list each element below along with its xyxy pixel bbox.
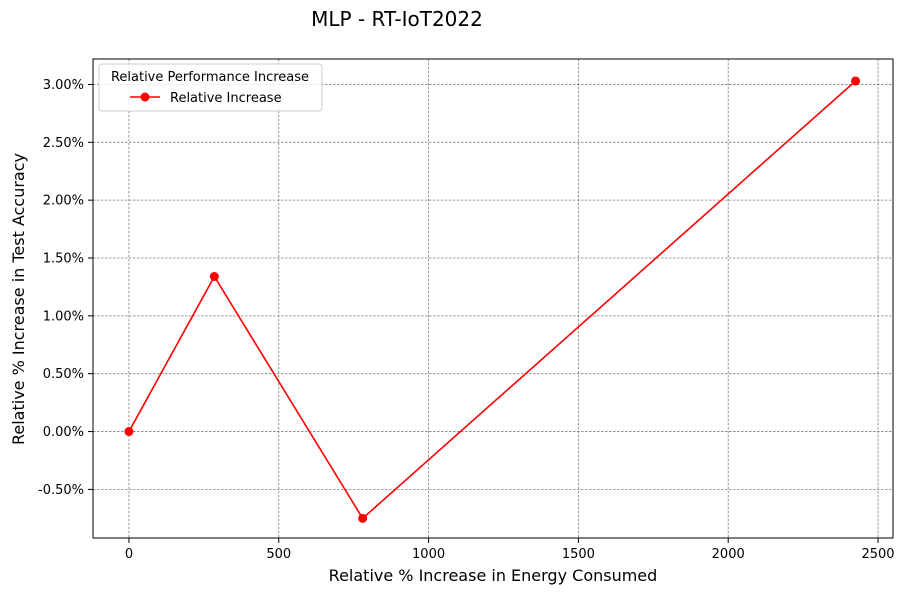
y-axis: -0.50% 0.00% 0.50% 1.00% 1.50% 2.00% 2.50% 3.00…: [38, 78, 93, 498]
x-tick-label: 2500: [861, 547, 894, 562]
x-axis: 0 500 1000 1500 2000 2500: [125, 538, 895, 562]
y-tick-label: 1.00%: [43, 309, 84, 324]
data-point: [209, 272, 219, 282]
legend: Relative Performance Increase Relative I…: [98, 63, 323, 112]
legend-entry-label: Relative Increase: [170, 91, 282, 106]
y-axis-label: Relative % Increase in Test Accuracy: [9, 153, 28, 445]
y-tick-label: 3.00%: [43, 78, 84, 93]
data-point: [124, 427, 134, 437]
data-point: [851, 76, 861, 86]
x-tick-label: 0: [125, 547, 133, 562]
plot-area-frame: [92, 58, 894, 539]
x-tick-label: 1000: [412, 547, 445, 562]
legend-title: Relative Performance Increase: [111, 70, 309, 85]
x-axis-label: Relative % Increase in Energy Consumed: [329, 566, 658, 585]
y-tick-label: 1.50%: [43, 252, 84, 267]
chart-title: MLP - RT-IoT2022: [311, 7, 483, 31]
series-line: [128, 80, 857, 520]
x-tick-label: 1500: [562, 547, 595, 562]
y-tick-label: -0.50%: [38, 483, 84, 498]
y-tick-label: 0.50%: [43, 367, 84, 382]
data-point: [358, 513, 368, 523]
grid: [93, 59, 893, 538]
x-tick-label: 500: [266, 547, 291, 562]
plot-series: [124, 76, 861, 523]
y-tick-label: 2.00%: [43, 194, 84, 209]
y-tick-label: 0.00%: [43, 425, 84, 440]
y-tick-label: 2.50%: [43, 136, 84, 151]
legend-marker-swatch: [140, 92, 150, 102]
legend-box: [98, 63, 323, 112]
x-tick-label: 2000: [712, 547, 745, 562]
